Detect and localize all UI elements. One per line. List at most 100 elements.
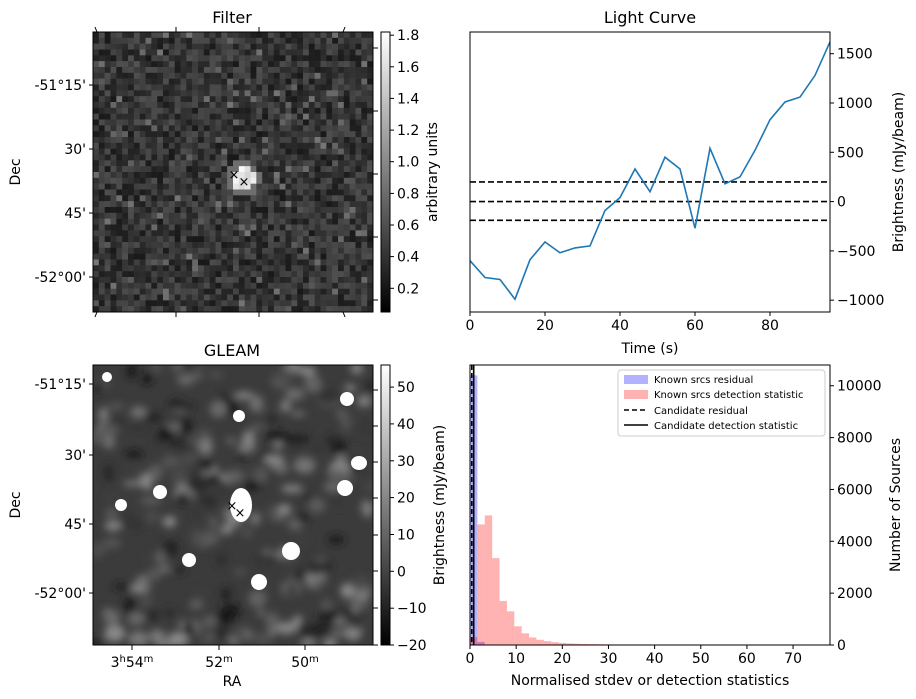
lc-xtick-label-80: 80 (761, 318, 779, 334)
hist-bar-s1-3 (492, 558, 500, 645)
hist-bar-s1-12 (558, 642, 566, 645)
histogram-frame (469, 364, 831, 646)
lc-ytick-label-500: 500 (837, 145, 864, 161)
filter-known-marker: × (239, 175, 250, 190)
colorbar-tick-label-0: 50 (397, 380, 415, 396)
colorbar-tick-label-2: 0.6 (397, 218, 419, 234)
filter-dec-tick-1: -51°15' (34, 78, 86, 94)
gleam-known-marker: × (235, 506, 246, 521)
hist-xtick-label-20: 20 (553, 651, 571, 667)
filter-colorbar-ticks: 0.2 0.4 0.6 0.8 1.0 1.2 1.4 1.6 1.8 (390, 28, 419, 297)
gleam-frame (92, 364, 374, 646)
legend-label-known-detection: Known srcs detection statistic (654, 390, 803, 401)
light-curve-panel: Light Curve 0 20 40 60 80 −1000 −500 0 500 1000 15… (466, 8, 907, 357)
filter-title: Filter (212, 8, 252, 27)
filter-colorbar-label: arbitrary units (425, 122, 441, 222)
legend-label-candidate-residual: Candidate residual (654, 406, 748, 417)
colorbar-tick-label-5: 0 (397, 564, 406, 580)
lc-xtick-label-0: 0 (466, 318, 475, 334)
hist-bar-s1-15 (580, 643, 589, 645)
gleam-dec-tick-3: 45' (64, 517, 86, 533)
histogram-plot: 0 10 20 30 40 50 60 70 0 2000 4000 6000 8000 10000 (466, 365, 882, 667)
hist-bar-s1-1 (477, 524, 485, 645)
lc-xtick-label-20: 20 (536, 318, 554, 334)
hist-bar-s1-10 (543, 641, 552, 645)
colorbar-tick-label-1: 0.4 (397, 250, 419, 266)
gleam-xlabel: RA (223, 674, 242, 690)
light-curve-plot: 0 20 40 60 80 −1000 −500 0 500 1000 1500 (466, 41, 884, 334)
hist-xtick-label-30: 30 (600, 651, 618, 667)
hist-bar-s1-11 (551, 642, 559, 645)
colorbar-tick-label-4: 10 (397, 528, 415, 544)
hist-bar-s1-6 (514, 626, 522, 645)
histogram-legend: Known srcs residual Known srcs detection… (617, 369, 826, 437)
hist-ytick-label-2000: 2000 (837, 586, 873, 602)
gleam-dec-tick-2: 30' (64, 448, 86, 464)
legend-label-candidate-detection: Candidate detection statistic (654, 421, 798, 432)
gleam-title: GLEAM (204, 341, 260, 360)
legend-swatch-known-detection (624, 390, 648, 399)
gleam-ra-tick-1: 3h54m (111, 654, 154, 671)
hist-xtick-label-0: 0 (466, 651, 475, 667)
hist-bar-s1-9 (536, 639, 544, 645)
colorbar-tick-label-6: 1.4 (397, 91, 419, 107)
legend-box (617, 369, 826, 437)
colorbar-tick-label-5: 1.2 (397, 123, 419, 139)
lc-ytick-label-0: 0 (837, 195, 846, 211)
filter-panel: Filter Dec -51°15' 30' 45' -52°00' × × 0… (8, 8, 441, 318)
gleam-markers: × × (227, 499, 246, 521)
gleam-ylabel: Dec (8, 491, 24, 518)
hist-xtick-label-70: 70 (784, 651, 802, 667)
hist-bar-s1-13 (566, 643, 574, 645)
hist-bar-s1-8 (529, 637, 537, 645)
gleam-colorbar-label: Brightness (mJy/beam) (432, 425, 448, 585)
lc-ytick-label--1000: −1000 (837, 293, 884, 309)
lc-xtick-label-60: 60 (686, 318, 704, 334)
colorbar-tick-label-1: 40 (397, 417, 415, 433)
gleam-dec-tick-1: -51°15' (34, 377, 86, 393)
colorbar-tick-label-7: 1.6 (397, 60, 419, 76)
gleam-ra-tick-2: 52m (205, 654, 233, 671)
colorbar-tick-label-7: −20 (397, 638, 427, 654)
hist-bar-s0-1 (477, 641, 485, 645)
filter-ticks (89, 26, 378, 318)
light-curve-frame (469, 31, 831, 313)
legend-label-known-residual: Known srcs residual (654, 375, 753, 386)
gleam-image (93, 365, 373, 645)
filter-candidate-marker: × (229, 168, 240, 183)
hist-ytick-label-10000: 10000 (837, 379, 882, 395)
hist-bar-s1-4 (499, 600, 507, 645)
gleam-colorbar-ticks: 50 40 30 20 10 0 −10 −20 (390, 380, 427, 654)
filter-dec-tick-2: 30' (64, 142, 86, 158)
hist-bar-s1-2 (484, 515, 493, 645)
lc-ytick-label-1000: 1000 (837, 96, 873, 112)
colorbar-tick-label-8: 1.8 (397, 28, 419, 44)
lc-xtick-label-40: 40 (611, 318, 629, 334)
light-curve-line (469, 41, 831, 301)
gleam-ticks (89, 383, 378, 650)
filter-dec-tick-4: -52°00' (34, 270, 86, 286)
light-curve-ylabel: Brightness (mJy/beam) (891, 92, 907, 252)
hist-xtick-label-60: 60 (738, 651, 756, 667)
gleam-ra-tick-3: 50m (291, 654, 319, 671)
histogram-xlabel: Normalised stdev or detection statistics (511, 673, 790, 689)
light-curve-xlabel: Time (s) (621, 341, 679, 357)
colorbar-tick-label-0: 0.2 (397, 281, 419, 297)
gleam-colorbar (380, 364, 391, 646)
hist-xtick-label-40: 40 (646, 651, 664, 667)
light-curve-title: Light Curve (604, 8, 696, 27)
hist-bar-s1-14 (573, 643, 581, 645)
filter-colorbar (380, 31, 391, 313)
hist-ytick-label-0: 0 (837, 638, 846, 654)
hist-ytick-label-8000: 8000 (837, 431, 873, 447)
gleam-dec-tick-4: -52°00' (34, 586, 86, 602)
gleam-candidate-marker: × (227, 499, 238, 514)
filter-markers: × × (229, 168, 250, 190)
filter-dec-tick-3: 45' (64, 206, 86, 222)
colorbar-tick-label-6: −10 (397, 601, 427, 617)
filter-ylabel: Dec (8, 158, 24, 185)
colorbar-tick-label-2: 30 (397, 454, 415, 470)
histogram-ylabel: Number of Sources (888, 438, 904, 572)
lc-ytick-label-1500: 1500 (837, 47, 873, 63)
